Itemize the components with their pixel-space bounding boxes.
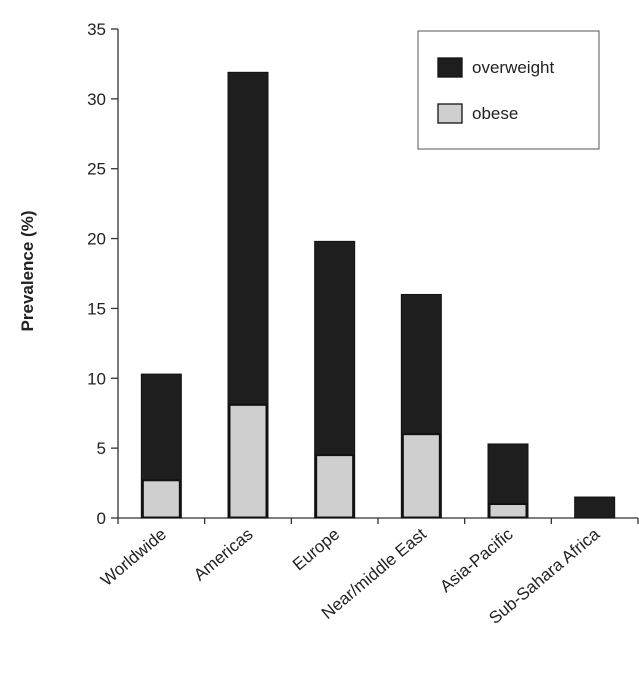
legend-swatch [437, 57, 463, 78]
bars [140, 71, 616, 519]
bar-obese [141, 479, 181, 519]
y-axis-title: Prevalence (%) [18, 211, 37, 332]
y-tick-label: 20 [87, 230, 106, 249]
x-tick-label: Americas [190, 525, 256, 585]
bar-overweight [574, 496, 616, 519]
bar-obese [228, 403, 268, 519]
y-tick-label: 0 [97, 509, 106, 528]
legend-box [417, 30, 600, 150]
bar-obese [488, 503, 528, 519]
y-tick-label: 25 [87, 160, 106, 179]
bar-obese [315, 454, 355, 519]
y-tick-label: 35 [87, 20, 106, 39]
y-tick-label: 5 [97, 439, 106, 458]
x-tick-label: Worldwide [97, 525, 170, 590]
legend-swatch [437, 103, 463, 124]
legend: overweight obese [417, 30, 600, 150]
bar-obese [401, 433, 441, 519]
y-tick-label: 30 [87, 90, 106, 109]
legend-label: overweight [472, 58, 554, 77]
legend-label: obese [472, 104, 518, 123]
y-tick-label: 10 [87, 369, 106, 388]
x-tick-label: Asia-Pacific [436, 524, 517, 596]
y-axis: 0 5 10 15 20 25 30 35 [87, 20, 119, 528]
x-tick-label: Europe [289, 525, 343, 575]
y-tick-label: 15 [87, 299, 106, 318]
